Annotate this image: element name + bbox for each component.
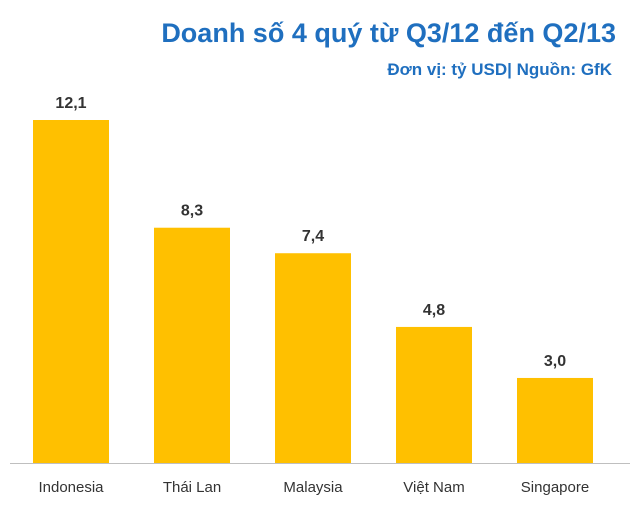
bar-3	[396, 326, 472, 463]
x-tick-label-3: Việt Nam	[403, 479, 464, 496]
data-label-4: 3,0	[544, 353, 566, 370]
bar-0	[33, 120, 109, 463]
x-tick-label-4: Singapore	[521, 479, 589, 496]
data-label-0: 12,1	[55, 95, 86, 112]
data-label-1: 8,3	[181, 203, 203, 220]
bar-4	[517, 377, 593, 463]
chart-subtitle: Đơn vị: tỷ USD| Nguồn: GfK	[387, 60, 612, 79]
chart-title: Doanh số 4 quý từ Q3/12 đến Q2/13	[161, 18, 616, 48]
x-tick-label-1: Thái Lan	[163, 479, 221, 496]
x-tick-label-0: Indonesia	[38, 479, 104, 496]
bar-2	[275, 253, 351, 463]
data-label-3: 4,8	[423, 302, 445, 319]
data-label-2: 7,4	[302, 228, 324, 245]
bar-1	[154, 227, 230, 463]
x-tick-label-2: Malaysia	[283, 479, 343, 496]
